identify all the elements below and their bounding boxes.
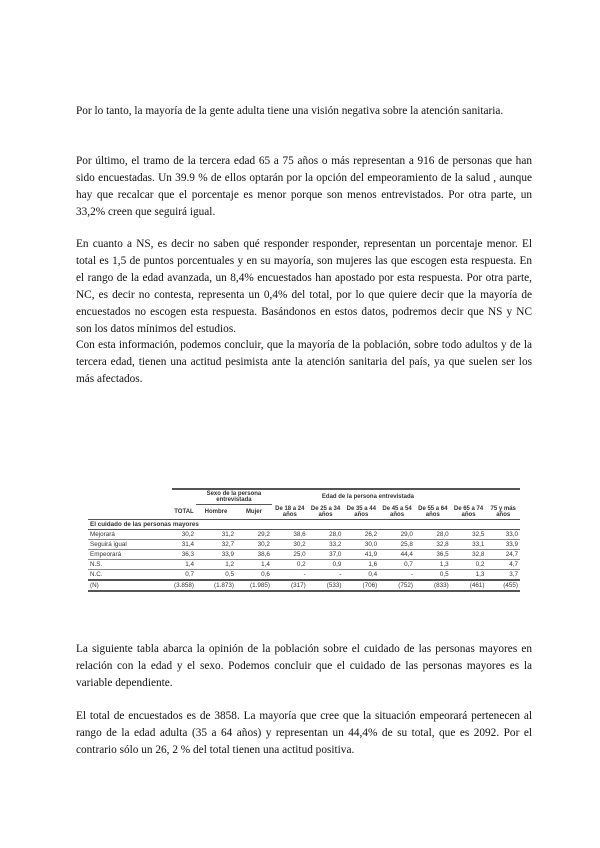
- table-cell: (1.985): [235, 578, 272, 592]
- column-header: Mujer: [245, 508, 262, 515]
- column-header: De 35 a 44 años: [346, 505, 376, 518]
- table-cell: -: [271, 569, 308, 580]
- table-cell: (833): [414, 578, 451, 592]
- table-cell: (706): [343, 578, 380, 592]
- paragraph: Con esta información, podemos concluir, …: [76, 339, 532, 385]
- table-cell: 32,8: [450, 549, 487, 560]
- table-cell: 31,4: [172, 539, 196, 550]
- table-cell: (461): [450, 578, 487, 592]
- table-cell: 30,2: [172, 529, 196, 540]
- column-header: 75 y más años: [490, 505, 516, 518]
- table-cell: 1,4: [172, 559, 196, 570]
- table-cell: 38,6: [235, 549, 272, 560]
- table-cell: 0,2: [271, 559, 308, 570]
- table-row: Seguirá igual 31,4 32,7 30,2 30,2 33,2 30,0 25,…: [88, 539, 520, 550]
- paragraph: El total de encuestados es de 3858. La m…: [76, 710, 532, 756]
- table-cell: 44,4: [379, 549, 415, 560]
- table-cell: (752): [379, 578, 415, 592]
- table-cell: 1,3: [450, 569, 487, 580]
- row-label: N.S.: [88, 559, 172, 570]
- table-cell: 36,5: [414, 549, 451, 560]
- table-cell: 25,0: [271, 549, 308, 560]
- table-cell: 32,8: [414, 539, 451, 550]
- table-row: N.S. 1,4 1,2 1,4 0,2 0,9 1,6 0,7 1,3 0,2 4,7: [88, 559, 520, 570]
- table-cell: 32,7: [195, 539, 236, 550]
- section-label: El cuidado de las personas mayores: [88, 518, 520, 530]
- table-cell: 30,2: [235, 539, 272, 550]
- table-cell: 1,4: [235, 559, 272, 570]
- column-header: De 18 a 24 años: [275, 505, 305, 518]
- table-cell: 33,9: [486, 539, 520, 550]
- row-label: N.C.: [88, 569, 172, 580]
- table-cell: 28,0: [307, 529, 344, 540]
- table-cell: 0,9: [307, 559, 344, 570]
- column-header: Hombre: [204, 508, 228, 515]
- table-cell: -: [307, 569, 344, 580]
- table-cell: (533): [307, 578, 344, 592]
- table-cell: 33,9: [195, 549, 236, 560]
- row-label: Seguirá igual: [88, 539, 172, 550]
- table-cell: (317): [271, 578, 308, 592]
- row-label: Mejorará: [88, 529, 172, 540]
- table-row: Empeorará 36,3 33,9 38,6 25,0 37,0 41,9 44,4 36,…: [88, 549, 520, 560]
- column-header: De 55 a 64 años: [418, 505, 448, 518]
- column-header: De 65 a 74 años: [453, 505, 484, 518]
- table-cell: 30,0: [343, 539, 380, 550]
- table-cell: 0,5: [414, 569, 451, 580]
- table-cell: 38,6: [271, 529, 308, 540]
- group-header-edad: Edad de la persona entrevistada: [271, 488, 520, 505]
- table-cell: 0,5: [195, 569, 236, 580]
- table-row: N.C. 0,7 0,5 0,6- -0,4-0,5 1,3 3,7: [88, 569, 520, 580]
- table-cell: 4,7: [486, 559, 520, 570]
- table-cell: (3.858): [172, 578, 196, 592]
- table-cell: 33,2: [307, 539, 344, 550]
- paragraph: Por último, el tramo de la tercera edad …: [76, 155, 532, 218]
- table-cell: 29,2: [235, 529, 272, 540]
- table-cell: 26,2: [343, 529, 380, 540]
- table-cell: 29,0: [379, 529, 415, 540]
- table-cell: 33,1: [450, 539, 487, 550]
- table-cell: 0,4: [343, 569, 380, 580]
- paragraph: En cuanto a NS, es decir no saben qué re…: [76, 238, 532, 335]
- table-cell: 0,2: [450, 559, 487, 570]
- column-header: TOTAL: [174, 508, 194, 515]
- table-cell: (455): [486, 578, 520, 592]
- table-cell: 33,0: [486, 529, 520, 540]
- table-cell: 0,7: [172, 569, 196, 580]
- table-cell: 25,8: [379, 539, 415, 550]
- table-cell: 1,3: [414, 559, 451, 570]
- row-label: Empeorará: [88, 549, 172, 560]
- paragraph: Por lo tanto, la mayoría de la gente adu…: [76, 105, 504, 117]
- table-cell: 37,0: [307, 549, 344, 560]
- table-cell: 0,7: [379, 559, 415, 570]
- group-header-sexo: Sexo de la persona entrevistada: [195, 488, 272, 505]
- table-cell: 31,2: [195, 529, 236, 540]
- table-cell: 24,7: [486, 549, 520, 560]
- table-row: Mejorará 30,2 31,2 29,2 38,6 28,0 26,2 29,0 28,0…: [88, 529, 520, 540]
- paragraph: La siguiente tabla abarca la opinión de …: [76, 643, 532, 689]
- table-row: (N) (3.858) (1.873) (1.985) (317) (533) (706)(…: [88, 578, 520, 592]
- row-label: (N): [88, 578, 172, 592]
- table-cell: 41,9: [343, 549, 380, 560]
- table-cell: 32,5: [450, 529, 487, 540]
- data-table: Sexo de la persona entrevistada Edad de l…: [88, 488, 520, 592]
- table-cell: 3,7: [486, 569, 520, 580]
- table-cell: 1,6: [343, 559, 380, 570]
- column-header: De 45 a 54 años: [382, 505, 412, 518]
- table-cell: 1,2: [195, 559, 236, 570]
- column-header: De 25 a 34 años: [310, 505, 341, 518]
- table-cell: 0,6: [235, 569, 272, 580]
- table-cell: 30,2: [271, 539, 308, 550]
- table-cell: (1.873): [195, 578, 236, 592]
- table-cell: 28,0: [414, 529, 451, 540]
- table-cell: -: [379, 569, 415, 580]
- table-cell: 36,3: [172, 549, 196, 560]
